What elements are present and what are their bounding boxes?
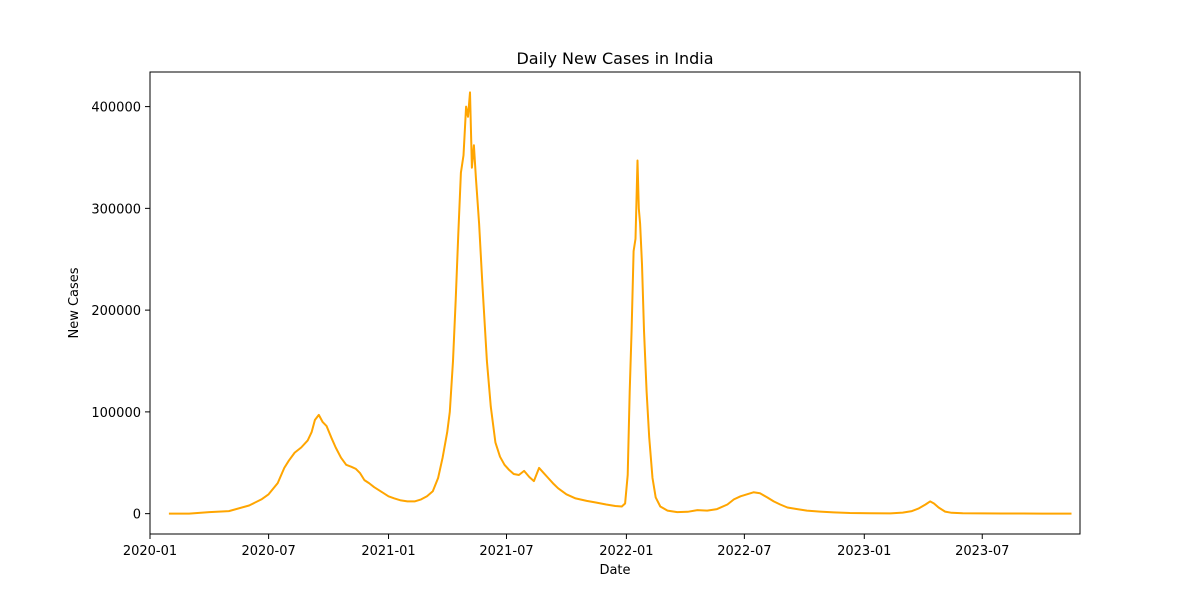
x-axis-label: Date (599, 563, 630, 578)
x-tick-label: 2023-07 (955, 544, 1009, 559)
y-tick-label: 200000 (91, 304, 141, 319)
y-tick-label: 0 (133, 508, 141, 523)
y-axis-label: New Cases (67, 267, 82, 338)
plot-area (168, 91, 1072, 515)
y-tick-label: 100000 (91, 406, 141, 421)
x-tick-label: 2023-01 (837, 544, 891, 559)
y-axis: 0 100000 200000 300000 400000 (91, 101, 150, 523)
series-line (168, 91, 1072, 515)
x-tick-label: 2021-01 (361, 544, 415, 559)
x-tick-label: 2022-01 (599, 544, 653, 559)
plot-frame (149, 71, 1081, 535)
y-tick-label: 300000 (91, 202, 141, 217)
chart-title: Daily New Cases in India (516, 49, 713, 68)
x-axis: 2020-01 2020-07 2021-01 2021-07 2022-01 2022-… (123, 534, 1009, 559)
x-tick-label: 2022-07 (717, 544, 771, 559)
y-tick-label: 400000 (91, 101, 141, 116)
x-tick-label: 2020-07 (241, 544, 295, 559)
x-tick-label: 2021-07 (479, 544, 533, 559)
x-tick-label: 2020-01 (123, 544, 177, 559)
